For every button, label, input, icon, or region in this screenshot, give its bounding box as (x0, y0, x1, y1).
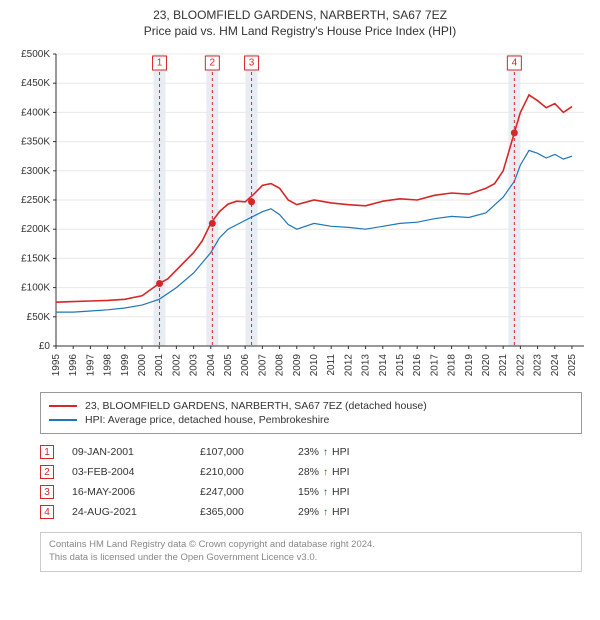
legend-row: HPI: Average price, detached house, Pemb… (49, 413, 573, 427)
svg-text:2023: 2023 (533, 354, 544, 377)
table-row: 2 03-FEB-2004 £210,000 28% ↑ HPI (40, 462, 582, 482)
legend-swatch-subject (49, 405, 77, 407)
svg-text:2024: 2024 (550, 354, 561, 377)
svg-text:2022: 2022 (515, 354, 526, 377)
transaction-price: £210,000 (200, 466, 280, 478)
svg-text:£50K: £50K (27, 312, 51, 323)
transactions-table: 1 09-JAN-2001 £107,000 23% ↑ HPI 2 03-FE… (40, 442, 582, 522)
svg-text:2011: 2011 (326, 354, 337, 376)
svg-text:2015: 2015 (395, 354, 406, 377)
svg-text:2020: 2020 (481, 354, 492, 377)
svg-text:4: 4 (512, 58, 518, 69)
diff-pct: 28% (298, 466, 319, 478)
legend-label: HPI: Average price, detached house, Pemb… (85, 414, 329, 426)
svg-text:2010: 2010 (309, 354, 320, 377)
transaction-date: 16-MAY-2006 (72, 486, 182, 498)
svg-text:£500K: £500K (21, 49, 50, 60)
diff-suffix: HPI (332, 506, 350, 518)
svg-text:£300K: £300K (21, 166, 50, 177)
svg-text:2000: 2000 (137, 354, 148, 377)
table-row: 3 16-MAY-2006 £247,000 15% ↑ HPI (40, 482, 582, 502)
arrow-up-icon: ↑ (323, 447, 328, 458)
svg-text:1995: 1995 (51, 354, 62, 377)
svg-text:2007: 2007 (257, 354, 268, 377)
price-chart: £0 £50K £100K £150K £200K £250K £300K £350K £400… (10, 46, 590, 386)
transaction-date: 09-JAN-2001 (72, 446, 182, 458)
svg-text:2013: 2013 (361, 354, 372, 377)
legend-label: 23, BLOOMFIELD GARDENS, NARBERTH, SA67 7… (85, 400, 427, 412)
transaction-price: £365,000 (200, 506, 280, 518)
diff-suffix: HPI (332, 466, 350, 478)
svg-text:£400K: £400K (21, 107, 50, 118)
svg-text:2016: 2016 (412, 354, 423, 377)
diff-suffix: HPI (332, 486, 350, 498)
diff-pct: 23% (298, 446, 319, 458)
transaction-marker-icon: 2 (40, 465, 54, 479)
diff-pct: 15% (298, 486, 319, 498)
table-row: 1 09-JAN-2001 £107,000 23% ↑ HPI (40, 442, 582, 462)
arrow-up-icon: ↑ (323, 507, 328, 518)
transaction-marker-icon: 3 (40, 485, 54, 499)
transaction-date: 03-FEB-2004 (72, 466, 182, 478)
transaction-marker-icon: 1 (40, 445, 54, 459)
transaction-price: £107,000 (200, 446, 280, 458)
svg-text:2018: 2018 (447, 354, 458, 377)
footer-line: This data is licensed under the Open Gov… (49, 552, 573, 565)
svg-text:1999: 1999 (120, 354, 131, 377)
svg-text:1996: 1996 (68, 354, 79, 377)
svg-text:£100K: £100K (21, 283, 50, 294)
svg-text:1: 1 (157, 58, 163, 69)
svg-text:2003: 2003 (189, 354, 200, 377)
svg-text:£350K: £350K (21, 137, 50, 148)
table-row: 4 24-AUG-2021 £365,000 29% ↑ HPI (40, 502, 582, 522)
svg-text:2008: 2008 (275, 354, 286, 377)
attribution-footer: Contains HM Land Registry data © Crown c… (40, 532, 582, 572)
svg-text:£250K: £250K (21, 195, 50, 206)
legend-row: 23, BLOOMFIELD GARDENS, NARBERTH, SA67 7… (49, 399, 573, 413)
transaction-diff: 23% ↑ HPI (298, 446, 350, 458)
svg-text:2017: 2017 (429, 354, 440, 377)
transaction-price: £247,000 (200, 486, 280, 498)
svg-text:2005: 2005 (223, 354, 234, 377)
transaction-marker-icon: 4 (40, 505, 54, 519)
legend: 23, BLOOMFIELD GARDENS, NARBERTH, SA67 7… (40, 392, 582, 434)
svg-text:2014: 2014 (378, 354, 389, 377)
svg-text:2009: 2009 (292, 354, 303, 377)
title-main: 23, BLOOMFIELD GARDENS, NARBERTH, SA67 7… (10, 8, 590, 22)
svg-text:2: 2 (210, 58, 216, 69)
svg-text:£450K: £450K (21, 78, 50, 89)
transaction-diff: 15% ↑ HPI (298, 486, 350, 498)
transaction-diff: 28% ↑ HPI (298, 466, 350, 478)
svg-text:2025: 2025 (567, 354, 578, 377)
chart-titles: 23, BLOOMFIELD GARDENS, NARBERTH, SA67 7… (0, 0, 600, 42)
svg-text:2002: 2002 (171, 354, 182, 377)
svg-text:2004: 2004 (206, 354, 217, 377)
arrow-up-icon: ↑ (323, 467, 328, 478)
svg-text:1998: 1998 (103, 354, 114, 377)
svg-text:2006: 2006 (240, 354, 251, 377)
arrow-up-icon: ↑ (323, 487, 328, 498)
legend-swatch-hpi (49, 419, 77, 421)
svg-text:2021: 2021 (498, 354, 509, 377)
svg-text:£200K: £200K (21, 224, 50, 235)
footer-line: Contains HM Land Registry data © Crown c… (49, 539, 573, 552)
diff-pct: 29% (298, 506, 319, 518)
title-sub: Price paid vs. HM Land Registry's House … (10, 24, 590, 38)
svg-text:2019: 2019 (464, 354, 475, 377)
transaction-diff: 29% ↑ HPI (298, 506, 350, 518)
svg-text:2001: 2001 (154, 354, 165, 377)
svg-text:1997: 1997 (85, 354, 96, 377)
svg-text:2012: 2012 (343, 354, 354, 377)
diff-suffix: HPI (332, 446, 350, 458)
svg-text:£150K: £150K (21, 253, 50, 264)
svg-text:3: 3 (249, 58, 255, 69)
transaction-date: 24-AUG-2021 (72, 506, 182, 518)
chart-area: £0 £50K £100K £150K £200K £250K £300K £350K £400… (10, 46, 590, 386)
svg-text:£0: £0 (39, 341, 51, 352)
